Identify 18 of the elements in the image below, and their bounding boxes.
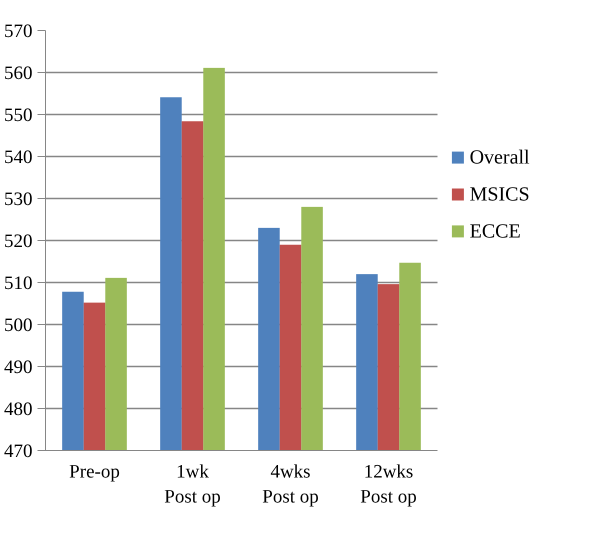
y-tick-label: 490 <box>4 357 32 378</box>
x-tick-label: 4wks Post op <box>262 462 319 508</box>
legend-label: ECCE <box>470 220 521 242</box>
legend-label: MSICS <box>470 184 530 206</box>
y-tick-label: 540 <box>4 147 32 168</box>
y-tick-label: 500 <box>4 315 32 336</box>
y-tick-label: 560 <box>4 63 32 84</box>
y-tick-label: 510 <box>4 273 32 294</box>
legend-label: Overall <box>470 146 530 169</box>
x-tick-label: 12wks Post op <box>360 462 417 508</box>
y-tick-label: 470 <box>4 441 32 462</box>
y-tick-label: 480 <box>4 399 32 420</box>
x-tick-label: Pre-op <box>69 462 120 482</box>
y-tick-label: 550 <box>4 105 32 126</box>
x-tick-label: 1wk Post op <box>164 462 221 508</box>
y-tick-label: 530 <box>4 189 32 210</box>
y-tick-label: 570 <box>4 21 32 42</box>
y-tick-label: 520 <box>4 231 32 252</box>
